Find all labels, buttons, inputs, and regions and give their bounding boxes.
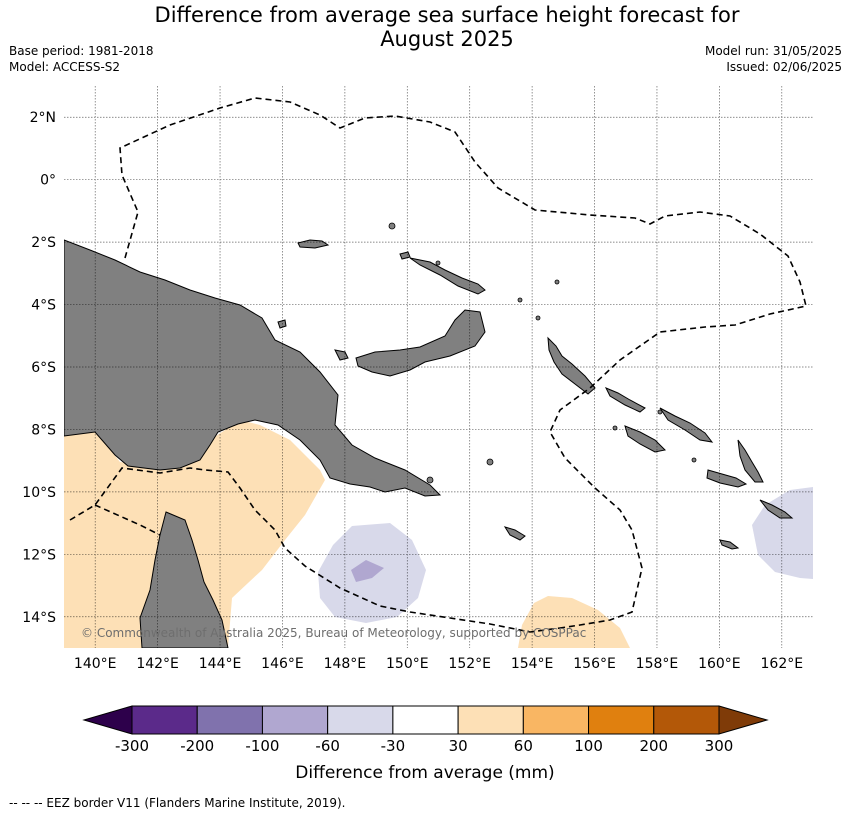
longitude-tick-label: 156°E <box>573 656 616 672</box>
land-rennell <box>719 539 740 550</box>
land-east-island-1 <box>759 499 794 519</box>
latitude-tick-label: 4°S <box>31 298 56 314</box>
islet <box>517 297 523 303</box>
islet <box>486 458 494 466</box>
latitude-tick-label: 12°S <box>22 547 56 563</box>
longitude-tick-label: 152°E <box>448 656 491 672</box>
latitude-labels: 2°N 0° 2°S 4°S 6°S 8°S 10°S 12°S 14°S <box>22 110 56 626</box>
colorbar-tick-label: -200 <box>180 737 214 755</box>
colorbar-box <box>131 705 198 735</box>
eez-inner <box>94 504 161 536</box>
islet <box>388 222 396 230</box>
eez-png-north <box>119 97 807 629</box>
longitude-tick-label: 162°E <box>761 656 804 672</box>
colorbar-tick-label: 100 <box>574 737 603 755</box>
longitude-tick-label: 158°E <box>636 656 679 672</box>
map-figure: © Commonwealth of Australia 2025, Bureau… <box>22 86 813 783</box>
longitude-tick-label: 150°E <box>386 656 429 672</box>
colorbar-title: Difference from average (mm) <box>295 763 554 783</box>
title-line-1: Difference from average sea surface heig… <box>154 3 740 27</box>
colorbar-box <box>522 705 590 735</box>
islet <box>612 425 618 431</box>
longitude-tick-label: 154°E <box>511 656 554 672</box>
land-malaita <box>737 439 764 483</box>
latitude-tick-label: 0° <box>40 173 56 189</box>
islet <box>554 279 560 285</box>
longitude-labels: 140°E 142°E 144°E 146°E 148°E 150°E 152°E 154°E… <box>74 656 803 672</box>
eez-australia-png <box>69 467 561 633</box>
model-name: Model: ACCESS-S2 <box>9 60 121 74</box>
islet <box>657 409 663 415</box>
colorbar-tick-label: 200 <box>639 737 668 755</box>
colorbar-box <box>653 705 720 735</box>
anomaly-positive-south <box>518 596 630 648</box>
meta-left: Base period: 1981-2018 Model: ACCESS-S2 <box>9 43 154 75</box>
islet <box>691 457 697 463</box>
land-guadalcanal <box>624 425 667 453</box>
colorbar-tick-label: 60 <box>514 737 533 755</box>
colorbar-boxes <box>131 705 720 735</box>
colorbar-tick-label: 300 <box>705 737 734 755</box>
land-makira <box>706 469 748 488</box>
colorbar-box <box>392 705 459 735</box>
land-bougainville <box>547 336 596 395</box>
colorbar-extend-high <box>718 705 769 735</box>
land-louisiade <box>503 526 526 541</box>
anomaly-negative-core <box>351 560 384 582</box>
graticule <box>64 86 813 648</box>
colorbar-tick-label: 30 <box>449 737 468 755</box>
longitude-tick-label: 142°E <box>136 656 179 672</box>
latitude-tick-label: 8°S <box>31 422 56 438</box>
latitude-tick-label: 2°N <box>30 110 56 126</box>
land-new-ireland <box>409 257 486 295</box>
colorbar-tick-labels: -300 -200 -100 -60 -30 30 60 100 200 300 <box>115 737 733 755</box>
colorbar-extend-low <box>82 705 133 735</box>
longitude-tick-label: 148°E <box>324 656 367 672</box>
colorbar-tick-label: -300 <box>115 737 149 755</box>
colorbar-box <box>588 705 655 735</box>
anomaly-negative-east <box>752 487 813 579</box>
colorbar-tick-label: -30 <box>381 737 406 755</box>
latitude-tick-label: 6°S <box>31 360 56 376</box>
colorbar-box <box>327 705 394 735</box>
colorbar-tick-label: -60 <box>315 737 340 755</box>
land-santa-isabel <box>659 407 714 443</box>
longitude-tick-label: 140°E <box>74 656 117 672</box>
model-run: Model run: 31/05/2025 <box>704 44 842 58</box>
islet <box>435 260 441 266</box>
latitude-tick-label: 10°S <box>22 485 56 501</box>
anomaly-positive-west <box>64 420 325 648</box>
latitude-tick-label: 2°S <box>31 235 56 251</box>
islet <box>426 476 434 484</box>
land-cape-york <box>139 511 229 648</box>
map-legend-footer: -- -- -- EEZ border V11 (Flanders Marine… <box>9 796 346 810</box>
latitude-tick-label: 14°S <box>22 610 56 626</box>
longitude-tick-label: 146°E <box>261 656 304 672</box>
meta-right: Model run: 31/05/2025 Issued: 02/06/2025 <box>705 43 842 75</box>
islet <box>535 315 541 321</box>
longitude-tick-label: 160°E <box>698 656 741 672</box>
issued-date: Issued: 02/06/2025 <box>726 60 842 74</box>
land-new-britain <box>355 309 486 377</box>
eez-borders <box>69 97 807 633</box>
colorbar-tick-label: -100 <box>245 737 279 755</box>
longitude-tick-label: 144°E <box>199 656 242 672</box>
map-copyright: © Commonwealth of Australia 2025, Bureau… <box>81 626 586 640</box>
colorbar-box <box>457 705 524 735</box>
base-period: Base period: 1981-2018 <box>9 44 154 58</box>
map-title: Difference from average sea surface heig… <box>0 3 850 51</box>
land-choiseul <box>604 387 646 413</box>
colorbar-box <box>261 705 329 735</box>
small-islands <box>388 222 697 484</box>
colorbar-box <box>196 705 263 735</box>
colorbar: -300 -200 -100 -60 -30 30 60 100 200 300 Differen… <box>82 705 769 783</box>
map-area: © Commonwealth of Australia 2025, Bureau… <box>64 86 813 648</box>
land-karkar <box>277 319 287 329</box>
title-line-2: August 2025 <box>380 27 514 51</box>
